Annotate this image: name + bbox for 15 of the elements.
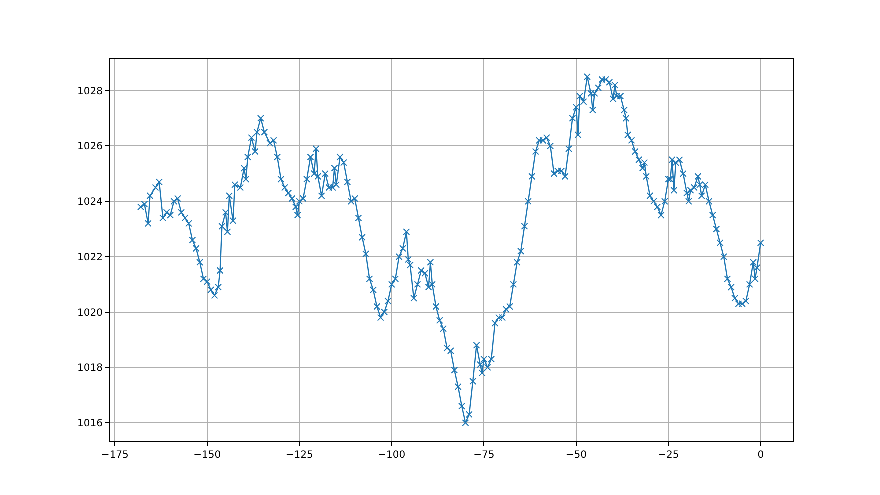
x-tick-label: −125 bbox=[286, 450, 314, 461]
x-tick-label: −75 bbox=[474, 450, 495, 461]
x-tick-label: −25 bbox=[658, 450, 680, 461]
x-tick-label: −150 bbox=[194, 450, 222, 461]
y-tick-label: 1022 bbox=[78, 252, 103, 264]
x-tick-label: −175 bbox=[101, 450, 129, 461]
y-tick-label: 1026 bbox=[78, 142, 103, 153]
x-tick-label: −100 bbox=[378, 450, 406, 461]
y-tick-label: 1018 bbox=[78, 363, 103, 374]
y-tick-label: 1020 bbox=[78, 308, 103, 319]
y-tick-label: 1028 bbox=[78, 86, 103, 98]
x-tick-label: 0 bbox=[758, 450, 764, 461]
x-tick-label: −50 bbox=[566, 450, 587, 461]
y-tick-label: 1024 bbox=[78, 197, 103, 208]
y-tick-label: 1016 bbox=[78, 418, 103, 430]
